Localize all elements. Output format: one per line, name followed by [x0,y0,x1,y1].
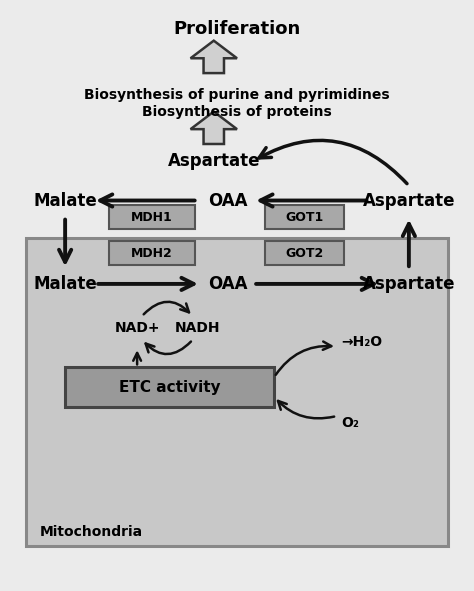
Text: Mitochondria: Mitochondria [39,525,143,539]
Polygon shape [191,112,237,144]
Text: GOT1: GOT1 [285,211,323,224]
Text: ETC activity: ETC activity [119,379,220,395]
Polygon shape [191,41,237,73]
FancyBboxPatch shape [265,241,344,265]
Text: GOT2: GOT2 [285,247,323,260]
Text: →H₂O: →H₂O [341,335,383,349]
Text: OAA: OAA [208,275,247,293]
Text: Aspartate: Aspartate [167,152,260,170]
Text: Malate: Malate [33,275,97,293]
FancyBboxPatch shape [109,205,195,229]
Text: Aspartate: Aspartate [363,275,455,293]
Text: NADH: NADH [175,321,220,335]
Text: OAA: OAA [208,191,247,210]
FancyBboxPatch shape [265,205,344,229]
Text: Proliferation: Proliferation [173,20,301,38]
Text: Biosynthesis of proteins: Biosynthesis of proteins [142,105,332,119]
FancyBboxPatch shape [109,241,195,265]
Text: Aspartate: Aspartate [363,191,455,210]
Text: Biosynthesis of purine and pyrimidines: Biosynthesis of purine and pyrimidines [84,88,390,102]
Text: NAD+: NAD+ [114,321,160,335]
Text: O₂: O₂ [341,416,359,430]
Text: MDH1: MDH1 [131,211,173,224]
FancyBboxPatch shape [26,238,448,545]
Text: Malate: Malate [33,191,97,210]
FancyBboxPatch shape [65,368,274,407]
Text: MDH2: MDH2 [131,247,173,260]
